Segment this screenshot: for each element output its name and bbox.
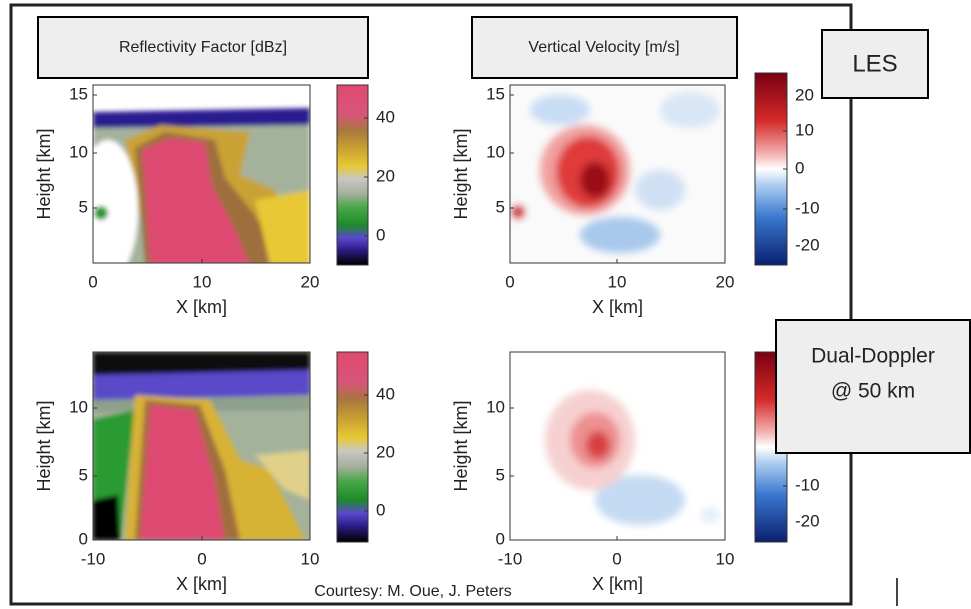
x-tick-label: 0: [612, 549, 621, 568]
y-tick-label: 5: [79, 197, 88, 216]
y-axis-label: Height [km]: [34, 400, 54, 491]
y-axis-label: Height [km]: [451, 400, 471, 491]
x-tick-label: 10: [716, 549, 735, 568]
colorbar-tick-label: -20: [795, 235, 820, 254]
dual-doppler-label: @ 50 km: [831, 380, 915, 403]
frame: [9, 3, 853, 606]
les-label: LES: [852, 50, 897, 77]
title: Vertical Velocity [m/s]: [528, 39, 679, 56]
heatmap: [510, 85, 725, 263]
y-tick-label: 0: [79, 529, 88, 548]
y-tick-label: 10: [486, 142, 505, 161]
colorbar-tick-label: 10: [795, 120, 814, 139]
credit: Courtesy: M. Oue, J. Peters: [314, 583, 511, 600]
label-box: [821, 29, 929, 99]
y-axis-label: Height [km]: [34, 128, 54, 219]
colorbar-tick-label: 20: [376, 442, 395, 461]
y-tick-label: 15: [486, 84, 505, 103]
colorbar-tick-label: 0: [376, 225, 385, 244]
x-tick-label: -10: [81, 549, 106, 568]
heatmap: [510, 352, 725, 540]
x-tick-label: 10: [608, 272, 627, 291]
x-axis-label: X [km]: [592, 297, 643, 317]
y-tick-label: 15: [69, 84, 88, 103]
y-tick-label: 5: [496, 465, 505, 484]
x-tick-label: 20: [716, 272, 735, 291]
x-axis-label: X [km]: [176, 574, 227, 594]
y-tick-label: 5: [79, 465, 88, 484]
colorbar-tick-label: -10: [795, 475, 820, 494]
y-tick-label: 0: [496, 529, 505, 548]
colorbar-tick-label: 20: [795, 85, 814, 104]
x-tick-label: 0: [88, 272, 97, 291]
x-tick-label: 10: [301, 549, 320, 568]
x-tick-label: 0: [505, 272, 514, 291]
colorbar: [336, 351, 369, 543]
colorbar-tick-label: 40: [376, 384, 395, 403]
y-tick-label: 5: [496, 197, 505, 216]
colorbar: [754, 72, 788, 266]
x-axis-label: X [km]: [176, 297, 227, 317]
label-box: [775, 319, 971, 454]
x-tick-label: 0: [197, 549, 206, 568]
colorbar-tick-label: 0: [795, 158, 804, 177]
colorbar-tick-label: -10: [795, 198, 820, 217]
colorbar: [336, 84, 369, 266]
heatmap: [93, 85, 310, 263]
title-box: [471, 16, 738, 79]
colorbar-tick-label: -20: [795, 511, 820, 530]
x-tick-label: -10: [498, 549, 523, 568]
colorbar-tick-label: 0: [376, 500, 385, 519]
colorbar-tick-label: 20: [376, 166, 395, 185]
colorbar-tick-label: 40: [376, 107, 395, 126]
y-axis-label: Height [km]: [451, 128, 471, 219]
y-tick-label: 10: [69, 142, 88, 161]
title: Reflectivity Factor [dBz]: [119, 39, 287, 56]
heatmap: [93, 352, 310, 540]
x-tick-label: 20: [301, 272, 320, 291]
title-box: [37, 16, 369, 79]
dual-doppler-label: Dual-Doppler: [811, 345, 935, 368]
x-axis-label: X [km]: [592, 574, 643, 594]
y-tick-label: 10: [69, 397, 88, 416]
y-tick-label: 10: [486, 397, 505, 416]
x-tick-label: 10: [193, 272, 212, 291]
